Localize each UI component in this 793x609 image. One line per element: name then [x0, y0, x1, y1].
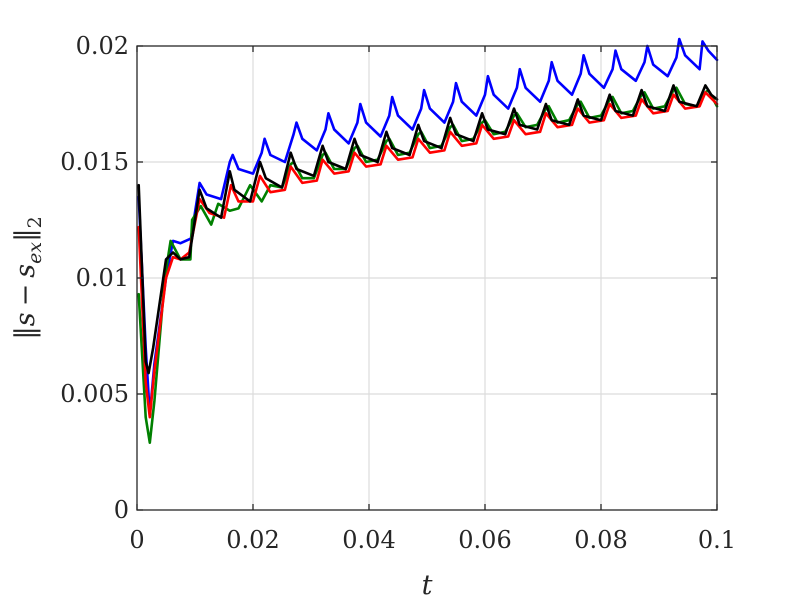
series-line-4: [137, 84, 719, 375]
x-tick-label: 0.1: [698, 526, 736, 554]
y-axis-label: ‖s−sex‖2: [10, 216, 46, 339]
y-label-open-norm: ‖: [10, 326, 41, 340]
x-tick-label: 0.02: [226, 526, 279, 554]
y-tick-label: 0.02: [76, 32, 129, 60]
series-line-2: [137, 86, 719, 445]
x-tick-label: 0.06: [458, 526, 511, 554]
series-group: [137, 37, 719, 445]
y-tick-label: 0: [114, 496, 129, 524]
y-tick-labels: 0 0.005 0.01 0.015 0.02: [60, 32, 129, 524]
series-line-3: [137, 91, 719, 419]
x-tick-label: 0.08: [574, 526, 627, 554]
series-line-1: [137, 37, 719, 417]
y-label-minus: −: [10, 284, 41, 307]
y-label-subscript: ex: [24, 242, 46, 264]
y-label-var-2: s: [10, 264, 41, 278]
x-axis-label: t: [422, 570, 433, 601]
y-tick-label: 0.005: [60, 380, 129, 408]
y-label-norm-subscript: 2: [24, 216, 46, 228]
x-tick-labels: 0 0.02 0.04 0.06 0.08 0.1: [129, 526, 736, 554]
tick-marks: [136, 45, 718, 511]
y-tick-label: 0.015: [60, 148, 129, 176]
y-label-var: s: [10, 312, 41, 326]
x-tick-label: 0: [129, 526, 144, 554]
y-label-close-norm: ‖: [10, 228, 41, 242]
y-tick-label: 0.01: [76, 264, 129, 292]
x-tick-label: 0.04: [342, 526, 395, 554]
